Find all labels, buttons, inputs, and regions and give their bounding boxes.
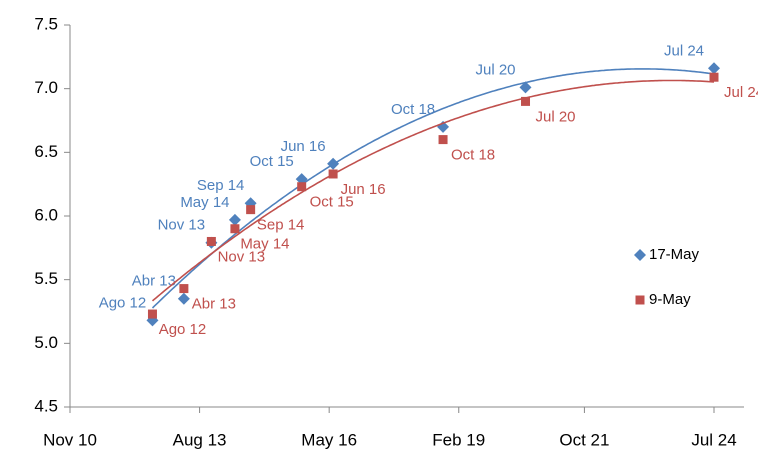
point [297,182,307,192]
point [228,213,241,226]
y-tick-label: 5.0 [34,333,58,352]
point-label: Oct 15 [250,153,294,170]
point [521,96,531,106]
point-label: Jul 24 [664,42,704,59]
point-label: Oct 18 [391,101,435,118]
point [708,62,720,75]
y-tick-label: 5.5 [34,269,58,288]
point-label: Ago 12 [159,321,207,338]
point [519,81,532,94]
point-label: Ago 12 [99,294,147,311]
legend-label: 17-May [649,246,700,263]
point-label: Jul 20 [535,108,575,125]
point-label: Abr 13 [192,296,236,313]
point [179,284,189,294]
point [328,169,338,179]
point-label: Jul 20 [475,61,515,78]
point [177,292,190,305]
point [230,224,240,234]
x-tick-label: Jul 24 [691,430,736,449]
point [147,309,157,319]
y-tick-label: 7.5 [34,14,58,33]
point [246,205,256,215]
point-label: Abr 13 [132,273,176,290]
point-label: Oct 18 [451,147,495,164]
point-label: Nov 13 [218,248,266,265]
point-label: Sep 14 [197,177,245,194]
point-label: Jun 16 [281,138,326,155]
point [709,72,719,82]
x-tick-label: Feb 19 [432,430,485,449]
x-tick-label: Nov 10 [43,430,97,449]
x-tick-label: Aug 13 [173,430,227,449]
y-tick-label: 6.5 [34,142,58,161]
legend-label: 9-May [649,291,691,308]
y-tick-label: 4.5 [34,396,58,415]
y-tick-label: 7.0 [34,78,58,97]
point-label: Jul 24 [724,84,758,101]
point-label: Jun 16 [341,181,386,198]
point-label: Nov 13 [158,217,206,234]
point [438,135,448,145]
legend-marker [634,249,646,261]
y-tick-label: 6.0 [34,205,58,224]
point-label: Sep 14 [257,217,305,234]
x-tick-label: Oct 21 [559,430,609,449]
point [295,173,308,186]
point [327,157,340,170]
trendline [151,68,715,309]
x-tick-label: May 16 [301,430,357,449]
legend-marker [635,295,645,305]
point-label: Oct 15 [310,194,354,211]
trendline [151,79,715,302]
point-label: May 14 [180,194,229,211]
point-label: May 14 [240,236,289,253]
point [206,236,216,246]
